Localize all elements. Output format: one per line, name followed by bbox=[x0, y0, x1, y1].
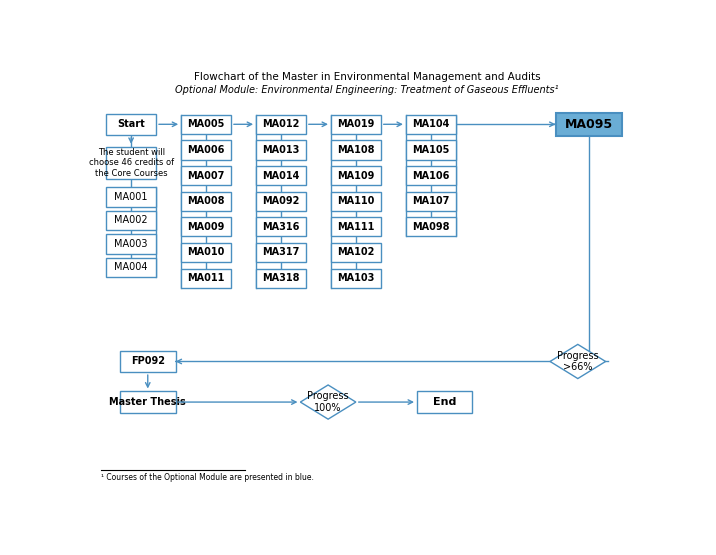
FancyBboxPatch shape bbox=[256, 115, 306, 134]
Text: Master Thesis: Master Thesis bbox=[110, 397, 186, 407]
FancyBboxPatch shape bbox=[256, 191, 306, 211]
FancyBboxPatch shape bbox=[556, 113, 622, 136]
FancyBboxPatch shape bbox=[106, 258, 156, 277]
Text: MA317: MA317 bbox=[262, 248, 299, 258]
Text: MA111: MA111 bbox=[337, 222, 374, 232]
FancyBboxPatch shape bbox=[106, 234, 156, 254]
Text: MA102: MA102 bbox=[337, 248, 374, 258]
Text: MA318: MA318 bbox=[262, 273, 300, 283]
FancyBboxPatch shape bbox=[120, 391, 175, 413]
Text: MA098: MA098 bbox=[412, 222, 450, 232]
Text: MA107: MA107 bbox=[412, 196, 450, 206]
Text: MA010: MA010 bbox=[188, 248, 225, 258]
Text: ¹ Courses of the Optional Module are presented in blue.: ¹ Courses of the Optional Module are pre… bbox=[100, 473, 314, 482]
Text: Start: Start bbox=[117, 119, 145, 129]
FancyBboxPatch shape bbox=[181, 191, 231, 211]
Text: MA002: MA002 bbox=[115, 215, 148, 225]
Text: MA110: MA110 bbox=[337, 196, 374, 206]
Text: MA001: MA001 bbox=[115, 192, 148, 202]
Text: MA003: MA003 bbox=[115, 239, 148, 249]
Text: MA106: MA106 bbox=[412, 170, 450, 180]
Text: Optional Module: Environmental Engineering: Treatment of Gaseous Effluents¹: Optional Module: Environmental Engineeri… bbox=[175, 85, 558, 95]
Text: MA316: MA316 bbox=[262, 222, 299, 232]
Text: MA004: MA004 bbox=[115, 263, 148, 273]
Text: MA103: MA103 bbox=[337, 273, 374, 283]
Text: MA007: MA007 bbox=[188, 170, 225, 180]
FancyBboxPatch shape bbox=[181, 217, 231, 236]
Text: Progress
>66%: Progress >66% bbox=[557, 351, 599, 372]
FancyBboxPatch shape bbox=[331, 243, 381, 262]
FancyBboxPatch shape bbox=[106, 188, 156, 206]
FancyBboxPatch shape bbox=[181, 115, 231, 134]
FancyBboxPatch shape bbox=[106, 114, 156, 135]
Text: MA014: MA014 bbox=[262, 170, 299, 180]
FancyBboxPatch shape bbox=[331, 115, 381, 134]
FancyBboxPatch shape bbox=[106, 147, 156, 179]
Text: MA109: MA109 bbox=[337, 170, 374, 180]
FancyBboxPatch shape bbox=[120, 351, 175, 372]
FancyBboxPatch shape bbox=[406, 191, 455, 211]
FancyBboxPatch shape bbox=[406, 217, 455, 236]
FancyBboxPatch shape bbox=[181, 269, 231, 287]
Text: MA092: MA092 bbox=[262, 196, 299, 206]
FancyBboxPatch shape bbox=[331, 191, 381, 211]
FancyBboxPatch shape bbox=[406, 115, 455, 134]
FancyBboxPatch shape bbox=[106, 211, 156, 230]
FancyBboxPatch shape bbox=[256, 166, 306, 185]
FancyBboxPatch shape bbox=[256, 243, 306, 262]
Polygon shape bbox=[301, 385, 356, 419]
Text: FP092: FP092 bbox=[131, 356, 165, 366]
FancyBboxPatch shape bbox=[331, 217, 381, 236]
Text: MA013: MA013 bbox=[262, 145, 299, 155]
FancyBboxPatch shape bbox=[181, 166, 231, 185]
Text: MA105: MA105 bbox=[412, 145, 450, 155]
Text: MA019: MA019 bbox=[337, 119, 374, 129]
FancyBboxPatch shape bbox=[331, 269, 381, 287]
Text: MA104: MA104 bbox=[412, 119, 450, 129]
Text: Flowchart of the Master in Environmental Management and Audits: Flowchart of the Master in Environmental… bbox=[193, 72, 541, 82]
FancyBboxPatch shape bbox=[406, 140, 455, 159]
FancyBboxPatch shape bbox=[406, 166, 455, 185]
FancyBboxPatch shape bbox=[256, 217, 306, 236]
FancyBboxPatch shape bbox=[331, 140, 381, 159]
FancyBboxPatch shape bbox=[331, 166, 381, 185]
Text: MA108: MA108 bbox=[337, 145, 374, 155]
FancyBboxPatch shape bbox=[417, 391, 473, 413]
Text: MA009: MA009 bbox=[188, 222, 225, 232]
Text: Progress
100%: Progress 100% bbox=[307, 391, 349, 413]
FancyBboxPatch shape bbox=[181, 140, 231, 159]
Text: MA012: MA012 bbox=[262, 119, 299, 129]
Text: MA011: MA011 bbox=[188, 273, 225, 283]
FancyBboxPatch shape bbox=[256, 140, 306, 159]
Text: MA008: MA008 bbox=[188, 196, 225, 206]
Text: MA095: MA095 bbox=[565, 118, 613, 131]
Text: End: End bbox=[433, 397, 456, 407]
Text: MA006: MA006 bbox=[188, 145, 225, 155]
Text: The student will
choose 46 credits of
the Core Courses: The student will choose 46 credits of th… bbox=[89, 148, 174, 178]
Polygon shape bbox=[550, 344, 606, 379]
FancyBboxPatch shape bbox=[181, 243, 231, 262]
Text: MA005: MA005 bbox=[188, 119, 225, 129]
FancyBboxPatch shape bbox=[256, 269, 306, 287]
